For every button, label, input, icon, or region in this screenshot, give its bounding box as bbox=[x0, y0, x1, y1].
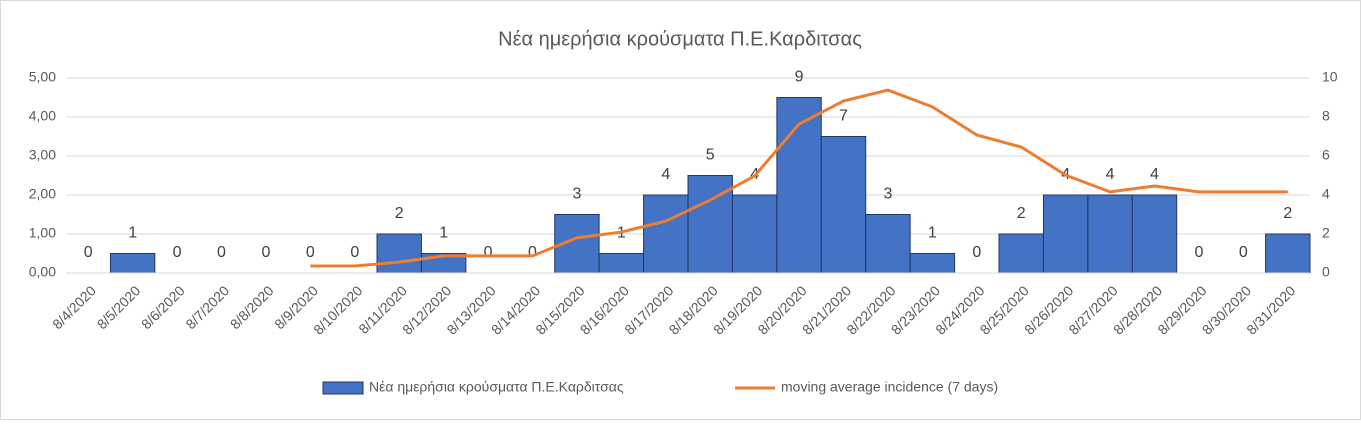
bar bbox=[1087, 194, 1133, 274]
chart-title: Νέα ημερήσια κρούσματα Π.Ε.Καρδιτσας bbox=[498, 28, 862, 50]
data-label: 0 bbox=[484, 244, 493, 261]
legend-label: moving average incidence (7 days) bbox=[781, 379, 998, 395]
data-label: 1 bbox=[928, 225, 937, 242]
bar bbox=[1265, 233, 1311, 274]
bar bbox=[731, 194, 778, 274]
legend-swatch bbox=[322, 381, 364, 395]
data-label: 0 bbox=[1239, 244, 1248, 261]
data-label: 4 bbox=[661, 166, 670, 183]
data-label: 5 bbox=[706, 147, 715, 164]
bar bbox=[998, 233, 1044, 274]
data-label: 1 bbox=[439, 225, 448, 242]
y2-tick-label: 2 bbox=[1322, 225, 1330, 241]
data-label: 0 bbox=[350, 244, 359, 261]
data-label: 0 bbox=[306, 244, 315, 261]
bar bbox=[865, 214, 911, 274]
bar bbox=[1131, 194, 1178, 274]
data-label: 9 bbox=[795, 69, 804, 86]
bar bbox=[909, 253, 956, 274]
y2-tick-label: 8 bbox=[1322, 108, 1330, 124]
y2-tick-label: 6 bbox=[1322, 147, 1330, 163]
data-label: 3 bbox=[883, 186, 892, 203]
data-label: 3 bbox=[572, 186, 581, 203]
y-tick-label: 1,00 bbox=[29, 225, 56, 241]
data-label: 2 bbox=[1017, 205, 1026, 222]
data-label: 0 bbox=[972, 244, 981, 261]
data-label: 1 bbox=[128, 225, 137, 242]
bar bbox=[820, 136, 867, 274]
data-label: 0 bbox=[261, 244, 270, 261]
y-tick-label: 3,00 bbox=[29, 147, 56, 163]
bar bbox=[643, 194, 689, 274]
data-label: 7 bbox=[839, 108, 848, 125]
data-label: 4 bbox=[1150, 166, 1159, 183]
y-tick-label: 4,00 bbox=[29, 108, 56, 124]
data-label: 0 bbox=[84, 244, 93, 261]
y-tick-label: 5,00 bbox=[29, 69, 56, 85]
data-label: 2 bbox=[1283, 205, 1292, 222]
line bbox=[310, 88, 1288, 268]
y2-tick-label: 4 bbox=[1322, 186, 1330, 202]
data-label: 2 bbox=[395, 205, 404, 222]
data-label: 0 bbox=[528, 244, 537, 261]
bar bbox=[376, 233, 422, 274]
bar bbox=[1042, 194, 1089, 274]
data-label: 0 bbox=[173, 244, 182, 261]
y2-tick-label: 0 bbox=[1322, 264, 1330, 280]
bar bbox=[109, 253, 156, 274]
legend-label: Νέα ημερήσια κρούσματα Π.Ε.Καρδιτσας bbox=[369, 379, 624, 395]
data-label: 0 bbox=[1194, 244, 1203, 261]
y2-tick-label: 10 bbox=[1322, 69, 1338, 85]
data-label: 4 bbox=[1106, 166, 1115, 183]
y-tick-label: 0,00 bbox=[29, 264, 56, 280]
y-tick-label: 2,00 bbox=[29, 186, 56, 202]
bar bbox=[598, 253, 645, 274]
data-label: 0 bbox=[217, 244, 226, 261]
